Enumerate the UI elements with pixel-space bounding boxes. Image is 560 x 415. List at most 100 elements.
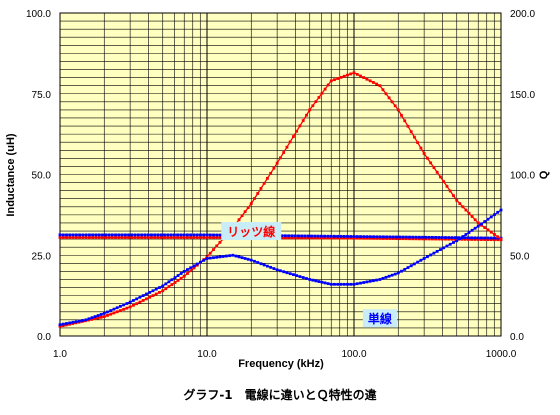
series-marker-litz-inductance [172,236,176,239]
series-marker-single-Q [323,281,327,285]
series-marker-single-Q [212,256,215,260]
series-marker-single-inductance [130,233,134,237]
series-marker-litz-Q [458,202,462,205]
series-marker-single-Q [243,257,247,260]
series-marker-litz-Q [470,215,474,218]
series-marker-litz-inductance [300,236,304,240]
plot-border [59,12,502,337]
series-marker-litz-inductance [417,237,421,241]
series-marker-litz-Q [93,317,97,321]
series-marker-single-inductance [417,235,421,239]
series-marker-litz-Q [387,96,391,100]
series-marker-litz-inductance [411,237,415,241]
series-marker-single-Q [298,275,302,278]
series-marker-litz-Q [442,180,446,184]
series-marker-litz-inductance [218,236,222,239]
series-marker-single-Q [400,269,403,273]
series-marker-single-Q [138,295,142,299]
series-marker-litz-Q [342,74,346,78]
series-marker-litz-inductance [91,236,95,239]
series-marker-litz-Q [365,77,369,81]
series-marker-single-inductance [300,234,304,238]
series-marker-single-inductance [163,233,166,237]
series-marker-single-inductance [408,235,411,239]
series-marker-litz-inductance [176,236,179,239]
series-marker-litz-inductance [460,237,464,241]
series-marker-single-Q [122,303,126,307]
series-marker-litz-inductance [326,236,330,240]
series-marker-litz-Q [256,192,260,195]
series-marker-single-inductance [333,234,336,238]
series-marker-single-inductance [342,235,346,238]
series-marker-litz-inductance [310,236,313,240]
grid-lines [59,12,502,337]
series-marker-litz-inductance [195,236,199,239]
series-marker-litz-inductance [486,238,490,242]
series-marker-single-inductance [486,236,490,240]
series-marker-litz-Q [359,74,362,78]
series-marker-single-inductance [182,233,186,237]
series-marker-litz-inductance [362,236,366,240]
series-marker-single-Q [305,277,308,280]
series-marker-litz-inductance [284,236,287,240]
series-marker-litz-inductance [280,236,284,240]
series-marker-litz-inductance [382,237,385,240]
x-tick-label: 1.0 [53,349,67,360]
series-marker-single-inductance [120,233,124,237]
series-marker-single-inductance [140,233,144,237]
series-marker-litz-Q [461,205,465,209]
series-marker-litz-inductance [74,236,78,239]
series-marker-single-Q [499,208,503,212]
series-marker-single-Q [480,222,483,226]
series-marker-single-Q [288,272,292,276]
series-marker-single-inductance [297,234,300,238]
series-marker-single-inductance [280,234,284,238]
series-marker-single-Q [470,228,474,232]
series-marker-litz-Q [151,294,155,298]
series-marker-single-Q [199,260,202,264]
series-marker-single-inductance [349,235,353,238]
series-marker-litz-Q [125,306,129,310]
series-marker-litz-Q [208,251,212,255]
series-marker-litz-inductance [306,236,310,240]
series-marker-litz-Q [346,73,349,77]
series-marker-litz-Q [326,83,330,87]
series-marker-single-Q [266,264,269,268]
series-marker-single-Q [496,210,500,214]
x-tick-label: 100.0 [341,349,366,360]
series-marker-single-Q [128,300,132,304]
y-left-tick-label: 100.0 [26,9,51,20]
series-marker-single-inductance [447,236,451,239]
series-marker-litz-inductance [127,236,130,239]
series-marker-single-inductance [68,233,72,237]
y-right-tick-label: 200.0 [510,9,535,20]
series-marker-litz-inductance [476,238,480,241]
series-marker-litz-inductance [342,236,346,240]
series-marker-litz-Q [455,198,459,202]
series-marker-single-inductance [411,235,415,239]
series-marker-single-inductance [110,233,114,237]
series-marker-single-inductance [355,235,359,238]
series-marker-litz-inductance [287,236,291,240]
series-marker-single-Q [285,271,289,275]
series-marker-litz-inductance [493,238,496,242]
series-marker-single-Q [170,278,174,282]
y-left-tick-label: 50.0 [32,171,52,182]
series-marker-single-Q [372,279,375,283]
series-marker-single-Q [99,313,103,316]
series-marker-single-Q [96,314,100,317]
series-marker-single-Q [419,258,423,262]
series-marker-single-inductance [329,234,333,238]
series-marker-litz-inductance [398,237,402,241]
series-marker-litz-Q [308,108,312,112]
series-marker-single-inductance [424,235,428,239]
series-marker-single-Q [90,316,94,320]
series-marker-single-Q [109,309,113,312]
series-marker-litz-Q [352,71,356,75]
series-marker-litz-inductance [440,237,444,241]
series-marker-litz-inductance [137,236,140,239]
annotation-box [362,309,397,328]
series-marker-single-inductance [91,233,95,237]
series-marker-single-inductance [398,235,402,239]
series-marker-litz-Q [285,145,289,149]
